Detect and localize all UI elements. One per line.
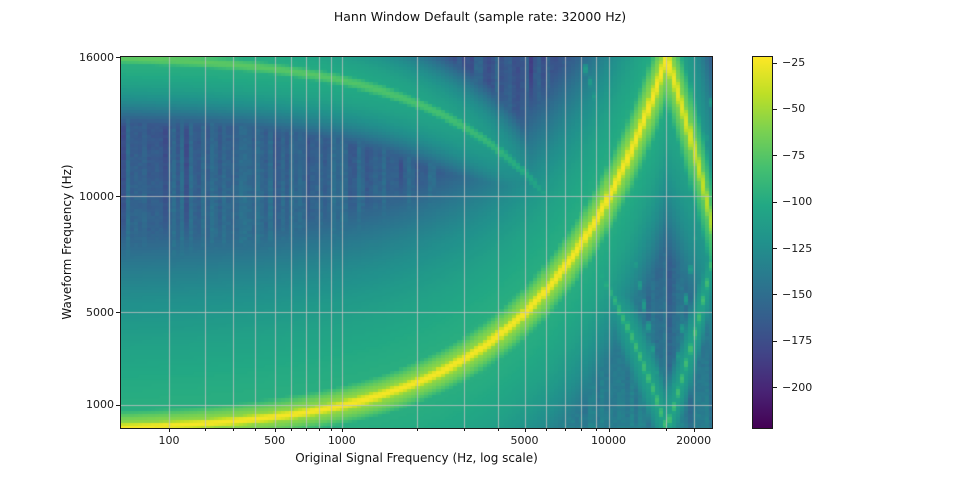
x-minor-tick-mark (565, 428, 567, 431)
x-tick-label: 10000 (591, 434, 627, 447)
colorbar-tick-label: −200 (782, 380, 813, 394)
x-minor-tick-mark (232, 428, 234, 431)
colorbar-tick-mark (773, 248, 777, 250)
x-minor-tick-mark (595, 428, 597, 431)
colorbar-tick-label: −100 (782, 195, 813, 209)
colorbar-tick-label: −125 (782, 241, 813, 255)
x-tick-label: 100 (158, 434, 180, 447)
x-tick-label: 1000 (327, 434, 356, 447)
x-minor-tick-mark (464, 428, 466, 431)
x-tick-mark (341, 428, 343, 432)
x-minor-tick-mark (255, 428, 257, 431)
x-tick-mark (693, 428, 695, 432)
colorbar-tick-mark (773, 340, 777, 342)
colorbar-tick-label: −175 (782, 334, 813, 348)
x-minor-tick-mark (305, 428, 307, 431)
y-tick-label: 5000 (86, 305, 114, 319)
chart-title: Hann Window Default (sample rate: 32000 … (333, 9, 627, 24)
x-minor-tick-mark (581, 428, 583, 431)
colorbar-tick-mark (773, 62, 777, 64)
colorbar-gradient (753, 57, 772, 428)
y-tick-mark (116, 57, 120, 58)
heatmap-canvas (121, 57, 712, 428)
colorbar-tick-label: −75 (782, 148, 806, 162)
x-minor-tick-mark (291, 428, 293, 431)
x-minor-tick-mark (319, 428, 321, 431)
colorbar-tick-label: −50 (782, 102, 806, 116)
x-tick-label: 5000 (510, 434, 539, 447)
y-tick-label: 1000 (86, 398, 114, 412)
x-tick-mark (608, 428, 610, 432)
x-minor-tick-mark (330, 428, 332, 431)
colorbar-border (752, 56, 773, 429)
y-tick-label: 16000 (79, 50, 114, 64)
x-minor-tick-mark (204, 428, 206, 431)
colorbar-tick-mark (773, 201, 777, 203)
y-tick-mark (116, 312, 120, 314)
x-tick-mark (169, 428, 171, 432)
y-tick-label: 10000 (79, 189, 114, 203)
x-minor-tick-mark (417, 428, 419, 431)
y-axis-label: Waveform Frequency (Hz) (60, 164, 74, 320)
colorbar-tick-mark (773, 294, 777, 296)
x-minor-tick-mark (666, 428, 668, 431)
plot-area-border (120, 56, 713, 429)
y-tick-mark (116, 404, 120, 406)
x-tick-mark (524, 428, 526, 432)
y-tick-mark (116, 196, 120, 198)
colorbar-tick-mark (773, 155, 777, 157)
x-minor-tick-mark (546, 428, 548, 431)
colorbar-tick-mark (773, 108, 777, 110)
colorbar-tick-mark (773, 387, 777, 389)
x-axis-label: Original Signal Frequency (Hz, log scale… (295, 451, 538, 465)
x-tick-label: 20000 (676, 434, 712, 447)
colorbar-tick-label: −150 (782, 287, 813, 301)
x-tick-mark (274, 428, 276, 432)
x-minor-tick-mark (497, 428, 499, 431)
x-tick-label: 500 (264, 434, 286, 447)
colorbar-tick-label: −25 (782, 56, 806, 70)
